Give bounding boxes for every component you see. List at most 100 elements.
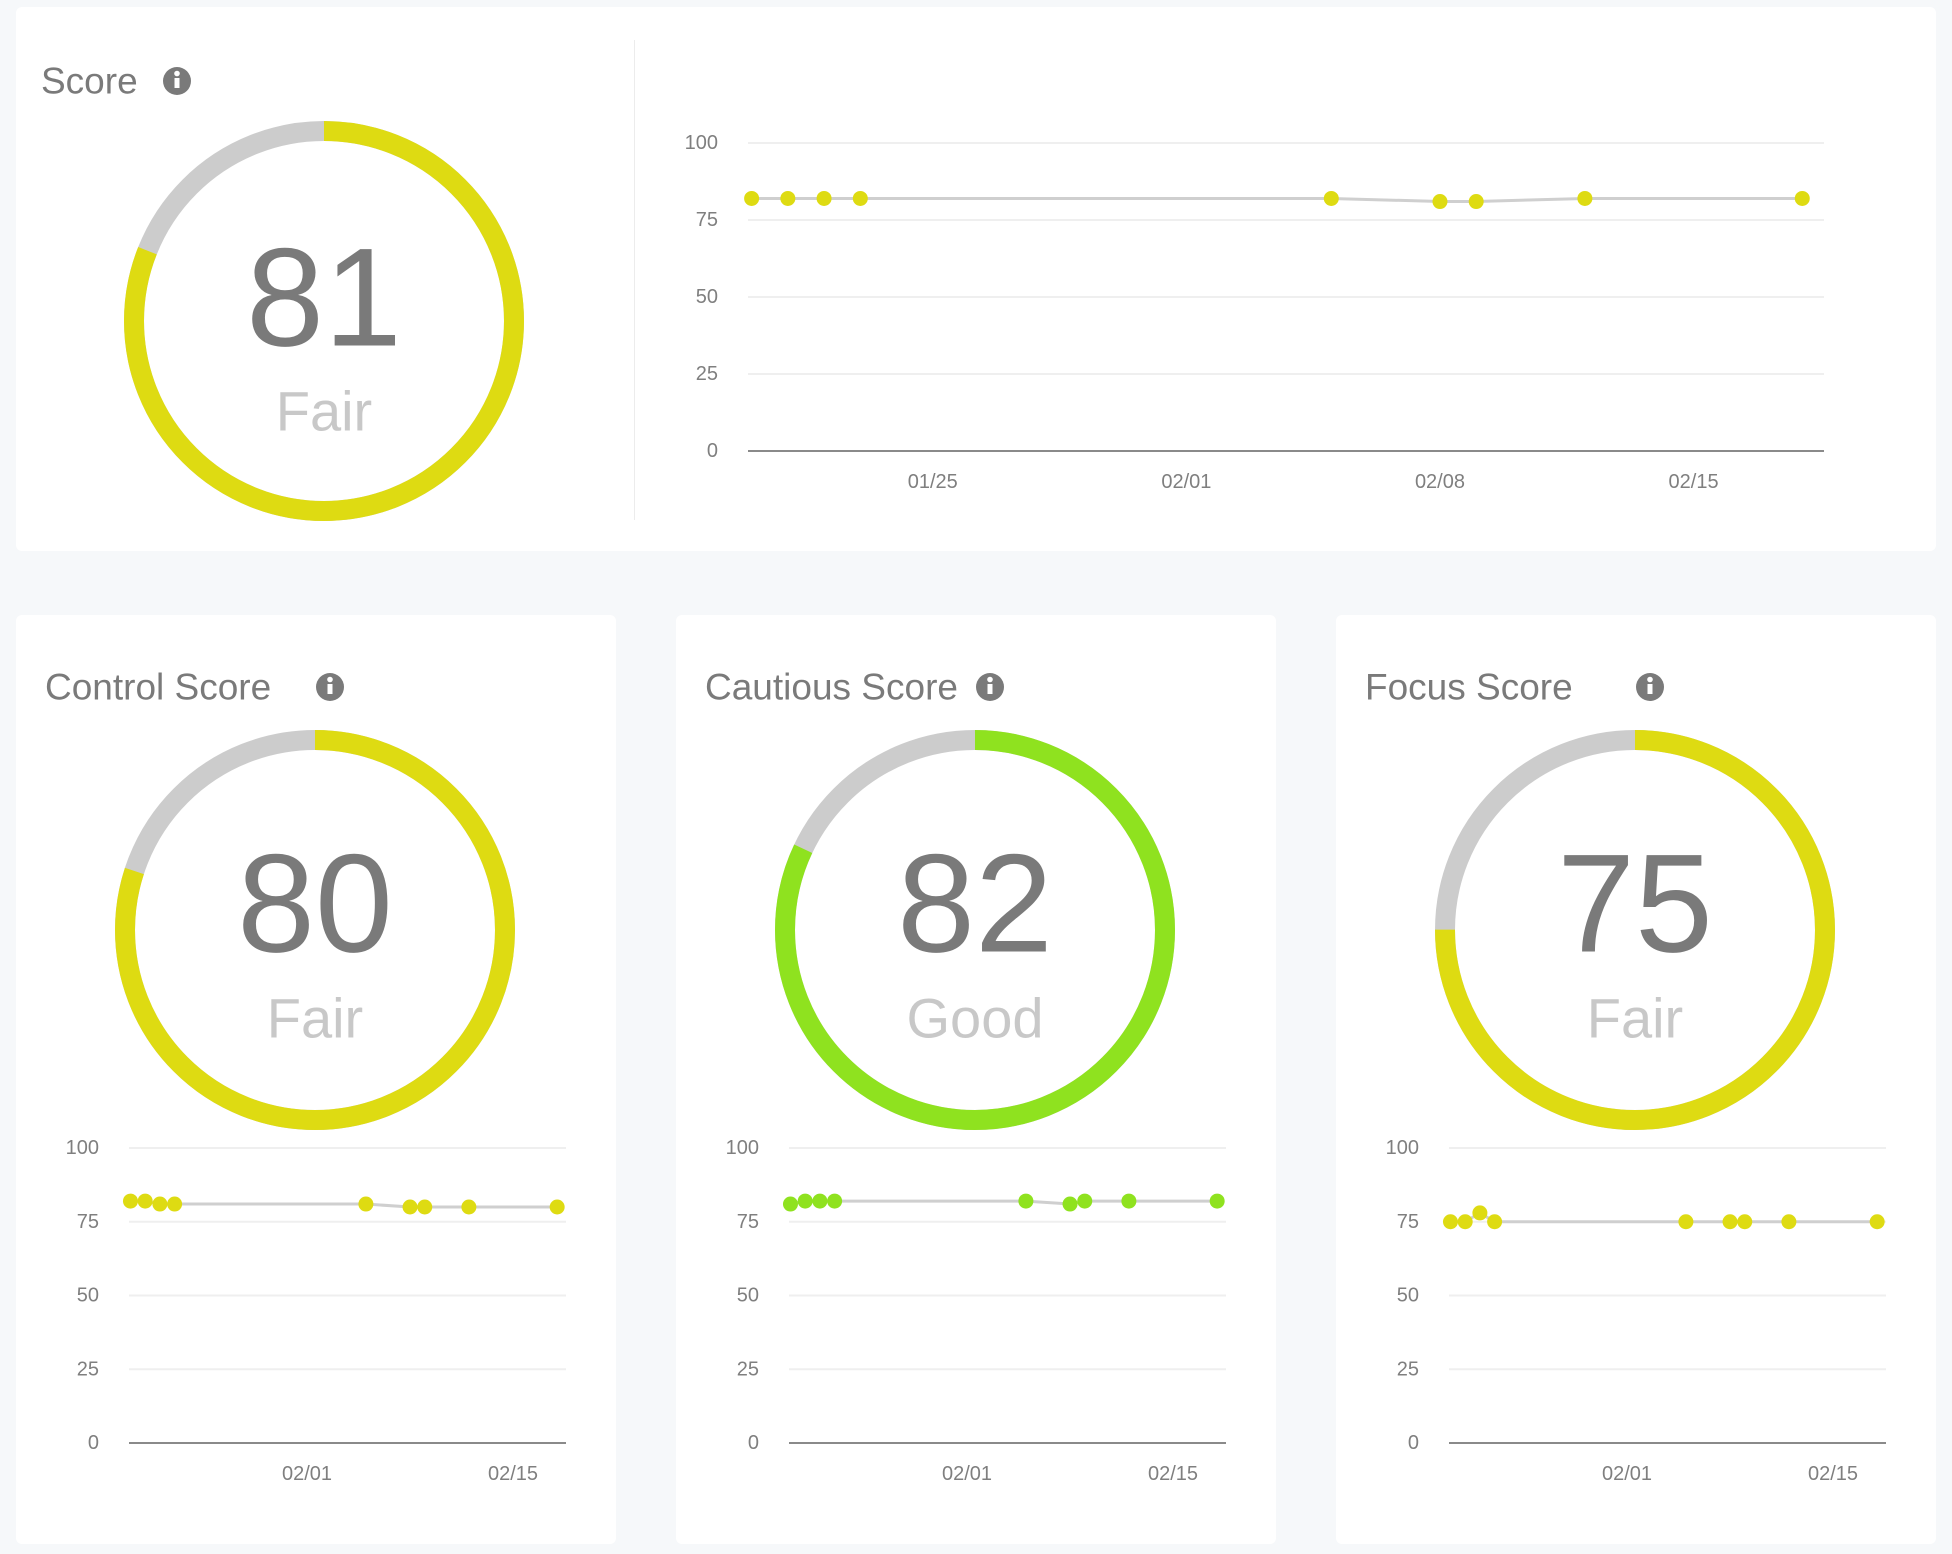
info-icon[interactable] xyxy=(316,673,344,701)
score-grade: Fair xyxy=(1587,987,1683,1050)
info-icon-stem xyxy=(987,684,993,694)
y-tick-label: 75 xyxy=(77,1211,99,1233)
data-point[interactable] xyxy=(167,1196,183,1212)
divider xyxy=(634,40,635,520)
y-tick-label: 0 xyxy=(748,1432,759,1454)
data-point[interactable] xyxy=(152,1196,168,1212)
gauge-arc xyxy=(1435,730,1835,1130)
x-tick-label: 02/15 xyxy=(1669,471,1719,493)
gauge-arc xyxy=(115,730,515,1130)
y-tick-label: 75 xyxy=(737,1211,759,1233)
score-value: 80 xyxy=(237,825,393,982)
x-tick-label: 02/08 xyxy=(1415,471,1465,493)
data-point[interactable] xyxy=(852,190,868,206)
info-icon-dot xyxy=(1647,676,1653,683)
data-point[interactable] xyxy=(1737,1214,1753,1230)
data-point[interactable] xyxy=(780,190,796,206)
data-point[interactable] xyxy=(744,190,760,206)
data-point[interactable] xyxy=(1209,1193,1225,1209)
score-value: 81 xyxy=(246,219,402,376)
control-score-card: Control Score 80 Fair 100 75 50 25 0 02/01 02/15 xyxy=(16,615,616,1544)
score-trend-line xyxy=(1450,1211,1878,1224)
score-value: 82 xyxy=(897,825,1053,982)
data-point[interactable] xyxy=(461,1199,477,1215)
y-tick-label: 50 xyxy=(77,1285,99,1307)
score-grade: Fair xyxy=(267,987,363,1050)
data-point[interactable] xyxy=(1869,1214,1885,1230)
cautious-score-card: Cautious Score 82 Good 100 75 50 25 0 02/01 02/15 xyxy=(676,615,1276,1544)
info-icon-stem xyxy=(174,78,180,88)
widget-title: Focus Score xyxy=(1365,667,1573,708)
data-point[interactable] xyxy=(417,1199,433,1215)
data-point[interactable] xyxy=(549,1199,565,1215)
info-icon-stem xyxy=(327,684,333,694)
y-tick-label: 100 xyxy=(685,132,718,154)
x-tick-label: 02/01 xyxy=(1161,471,1211,493)
overall-score-card: Score 81 Fair 100 75 50 25 0 01/25 02/01 02/08 02/1… xyxy=(16,7,1936,551)
widget-title: Cautious Score xyxy=(705,667,958,708)
data-point[interactable] xyxy=(1781,1214,1797,1230)
data-point[interactable] xyxy=(1794,190,1810,206)
y-tick-label: 75 xyxy=(696,209,718,231)
gauge-arc xyxy=(124,121,524,521)
info-icon-stem xyxy=(1647,684,1653,694)
focus-score-card: Focus Score 75 Fair 100 75 50 25 0 02/01 02/15 xyxy=(1336,615,1936,1544)
data-point[interactable] xyxy=(1018,1193,1034,1209)
info-icon-dot xyxy=(327,676,333,683)
x-tick-label: 02/15 xyxy=(488,1463,538,1485)
data-point[interactable] xyxy=(1062,1196,1078,1212)
score-trend-line xyxy=(751,196,1803,204)
data-point[interactable] xyxy=(1442,1214,1458,1230)
gauge-arc xyxy=(775,730,1175,1130)
data-point[interactable] xyxy=(1077,1193,1093,1209)
y-tick-label: 50 xyxy=(696,286,718,308)
data-point[interactable] xyxy=(1323,190,1339,206)
data-point[interactable] xyxy=(1722,1214,1738,1230)
widget-title: Control Score xyxy=(45,667,271,708)
info-icon-dot xyxy=(987,676,993,683)
score-grade: Fair xyxy=(276,380,372,443)
data-point[interactable] xyxy=(1487,1214,1503,1230)
y-tick-label: 100 xyxy=(66,1137,99,1159)
y-tick-label: 100 xyxy=(1386,1137,1419,1159)
data-point[interactable] xyxy=(812,1193,828,1209)
x-tick-label: 02/15 xyxy=(1148,1463,1198,1485)
data-point[interactable] xyxy=(1457,1214,1473,1230)
data-point[interactable] xyxy=(1577,190,1593,206)
y-tick-label: 25 xyxy=(737,1358,759,1380)
data-point[interactable] xyxy=(782,1196,798,1212)
score-grade: Good xyxy=(907,987,1044,1050)
y-tick-label: 50 xyxy=(737,1285,759,1307)
x-tick-label: 02/01 xyxy=(1602,1463,1652,1485)
data-point[interactable] xyxy=(1121,1193,1137,1209)
y-tick-label: 0 xyxy=(707,440,718,462)
info-icon[interactable] xyxy=(976,673,1004,701)
y-tick-label: 100 xyxy=(726,1137,759,1159)
data-point[interactable] xyxy=(137,1193,153,1209)
data-point[interactable] xyxy=(816,190,832,206)
y-tick-label: 50 xyxy=(1397,1285,1419,1307)
data-point[interactable] xyxy=(358,1196,374,1212)
score-trend-line xyxy=(790,1199,1218,1206)
data-point[interactable] xyxy=(797,1193,813,1209)
info-icon[interactable] xyxy=(1636,673,1664,701)
data-point[interactable] xyxy=(1678,1214,1694,1230)
score-trend-line xyxy=(130,1199,558,1209)
score-value: 75 xyxy=(1557,825,1713,982)
data-point[interactable] xyxy=(1472,1205,1488,1221)
x-tick-label: 01/25 xyxy=(908,471,958,493)
data-point[interactable] xyxy=(1468,194,1484,210)
widget-title: Score xyxy=(41,61,138,102)
data-point[interactable] xyxy=(827,1193,843,1209)
y-tick-label: 25 xyxy=(77,1358,99,1380)
info-icon[interactable] xyxy=(163,67,191,95)
info-icon-dot xyxy=(174,70,180,77)
data-point[interactable] xyxy=(1432,194,1448,210)
data-point[interactable] xyxy=(122,1193,138,1209)
y-tick-label: 0 xyxy=(88,1432,99,1454)
x-tick-label: 02/15 xyxy=(1808,1463,1858,1485)
data-point[interactable] xyxy=(402,1199,418,1215)
